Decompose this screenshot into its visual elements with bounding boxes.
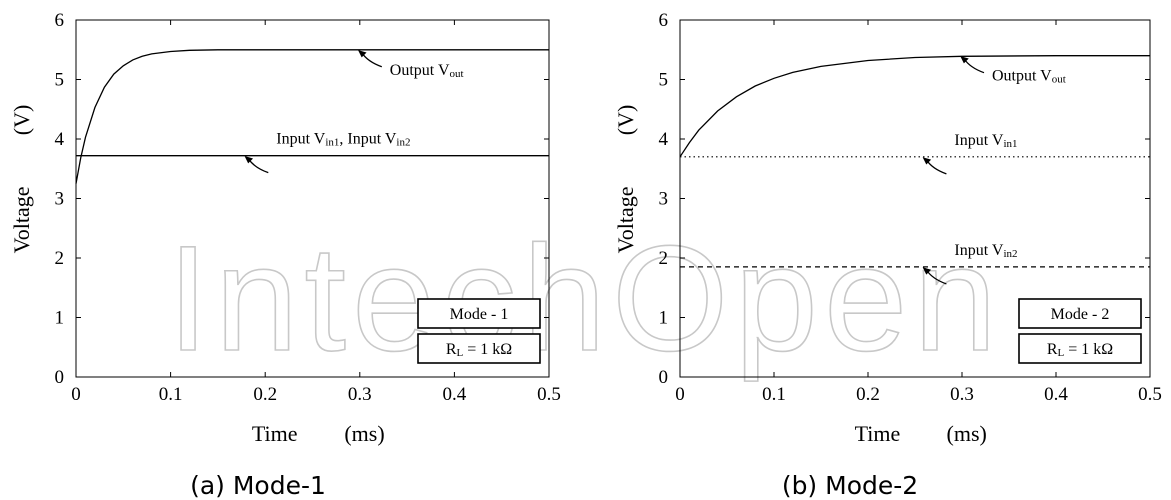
- annotation-subscript: out: [1052, 74, 1066, 86]
- annotation-label: Input Vin1, Input Vin2: [276, 131, 410, 149]
- annotation-0: Output Vout: [358, 50, 464, 80]
- x-axis-label: Time: [252, 421, 298, 446]
- y-axis-unit: (V): [613, 105, 638, 136]
- chart-caption: (a) Mode-1: [190, 471, 326, 500]
- chart-caption: (b) Mode-2: [782, 471, 918, 500]
- annotation-leader: [247, 158, 269, 174]
- legend-box-0: Mode - 2: [1018, 298, 1142, 329]
- y-tick-label: 1: [659, 308, 669, 329]
- x-tick-label: 0.1: [762, 384, 786, 405]
- annotation-2: Input Vin2: [922, 242, 1018, 285]
- annotation-leader: [361, 52, 383, 68]
- legend-box-1: RL = 1 kΩ: [417, 333, 541, 364]
- y-tick-label: 1: [55, 308, 65, 329]
- annotation-tail: , Input V: [339, 131, 396, 148]
- y-axis-unit: (V): [9, 105, 34, 136]
- annotation-1: Input Vin1: [922, 132, 1018, 175]
- chart-mode-1: 0 0.1 0.2 0.3 0.4 0.5 0 1 2 3 4 5 6 Time (ms) Voltage (V…: [9, 10, 561, 500]
- x-tick-label: 0.4: [1044, 384, 1068, 405]
- x-tick-label: 0.2: [253, 384, 277, 405]
- x-axis-unit: (ms): [947, 421, 987, 446]
- annotation-arrowhead: [358, 50, 367, 58]
- legend-box-label: Mode - 1: [450, 306, 509, 323]
- legend-box-main: Mode - 1: [450, 306, 509, 323]
- x-tick-label: 0.5: [537, 384, 561, 405]
- y-tick-label: 0: [55, 367, 65, 388]
- x-tick-label: 0: [675, 384, 685, 405]
- watermark: IntechOpen: [166, 213, 1003, 383]
- x-tick-label: 0: [71, 384, 81, 405]
- chart-mode-2: 0 0.1 0.2 0.3 0.4 0.5 0 1 2 3 4 5 6 Time (ms) Voltage (V…: [613, 10, 1162, 500]
- legend-box-frame: [1018, 333, 1142, 364]
- x-axis-unit: (ms): [344, 421, 384, 446]
- y-axis-label: Voltage: [9, 187, 34, 254]
- annotation-arrowhead: [244, 156, 254, 164]
- annotation-label: Output Vout: [992, 68, 1066, 86]
- annotation-main: Input V: [276, 131, 325, 148]
- x-tick-label: 0.2: [856, 384, 880, 405]
- y-tick-label: 5: [55, 70, 65, 91]
- series-0-line: [679, 55, 1150, 158]
- y-tick-label: 4: [55, 129, 65, 150]
- annotation-label: Output Vout: [390, 62, 464, 80]
- annotation-subscript: in2: [1003, 248, 1017, 260]
- annotation-0: Output Vout: [960, 56, 1066, 86]
- annotation-arrowhead: [922, 157, 932, 165]
- watermark-text: IntechOpen: [167, 214, 1003, 382]
- legend-box-tail: = 1 kΩ: [1064, 341, 1113, 358]
- annotation-label: Input Vin1: [954, 132, 1017, 150]
- legend-box-subscript: L: [1058, 347, 1065, 359]
- legend-box-tail: = 1 kΩ: [463, 341, 512, 358]
- annotation-main: Input V: [954, 132, 1003, 149]
- legend-box-frame: [1018, 298, 1142, 329]
- legend-box-main: R: [1047, 341, 1058, 358]
- x-tick-label: 0.5: [1138, 384, 1162, 405]
- annotation-1: Input Vin1, Input Vin2: [244, 131, 410, 174]
- y-tick-label: 0: [659, 367, 669, 388]
- y-tick-label: 5: [659, 70, 669, 91]
- x-axis-label: Time: [855, 421, 901, 446]
- annotation-leader: [963, 58, 985, 74]
- annotation-arrowhead: [922, 267, 932, 275]
- annotation-subscript: in1: [325, 137, 339, 149]
- legend-box-1: RL = 1 kΩ: [1018, 333, 1142, 364]
- y-tick-label: 6: [659, 10, 669, 31]
- annotation-subscript: out: [450, 68, 464, 80]
- annotation-subscript-2: in2: [396, 137, 410, 149]
- y-tick-label: 2: [659, 248, 669, 269]
- y-tick-label: 2: [55, 248, 65, 269]
- annotation-subscript: in1: [1003, 138, 1017, 150]
- legend-box-main: Mode - 2: [1051, 306, 1110, 323]
- y-tick-label: 4: [659, 129, 669, 150]
- y-tick-label: 3: [55, 189, 65, 210]
- y-tick-label: 6: [55, 10, 65, 31]
- annotation-label: Input Vin2: [954, 242, 1017, 260]
- legend-box-label: RL = 1 kΩ: [1047, 341, 1113, 359]
- annotation-main: Output V: [992, 68, 1052, 85]
- legend-box-main: R: [446, 341, 457, 358]
- annotation-main: Output V: [390, 62, 450, 79]
- legend-box-frame: [417, 333, 541, 364]
- y-axis-label: Voltage: [613, 187, 638, 254]
- annotation-main: Input V: [954, 242, 1003, 259]
- legend-box-label: RL = 1 kΩ: [446, 341, 512, 359]
- x-tick-label: 0.3: [950, 384, 974, 405]
- annotation-leader: [925, 159, 947, 175]
- series-0-line: [75, 49, 549, 184]
- annotation-arrowhead: [960, 56, 969, 64]
- x-tick-label: 0.3: [348, 384, 372, 405]
- legend-box-0: Mode - 1: [417, 298, 541, 329]
- y-tick-label: 3: [659, 189, 669, 210]
- legend-box-frame: [417, 298, 541, 329]
- x-tick-label: 0.4: [443, 384, 467, 405]
- legend-box-subscript: L: [457, 347, 464, 359]
- legend-box-label: Mode - 2: [1051, 306, 1110, 323]
- x-tick-label: 0.1: [159, 384, 183, 405]
